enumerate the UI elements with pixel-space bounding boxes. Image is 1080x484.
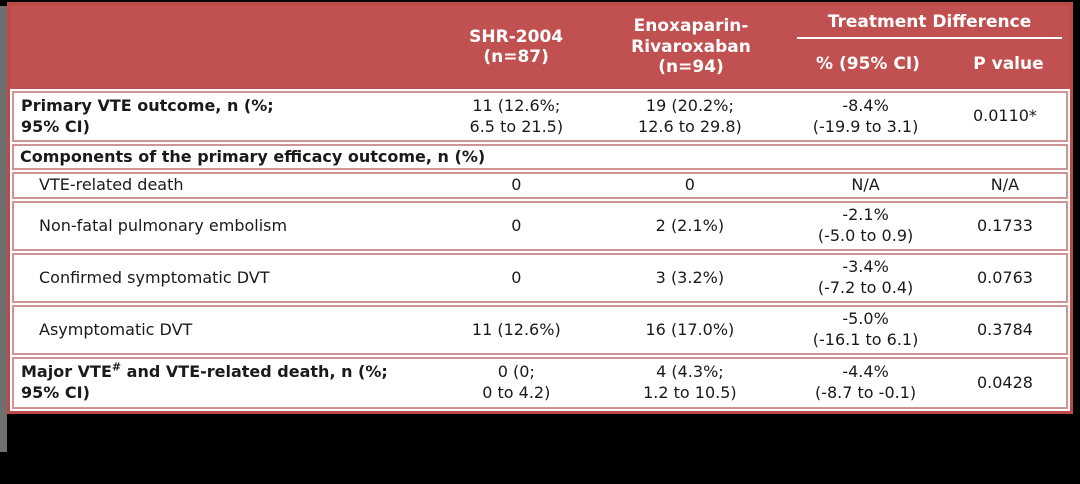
value-shr2004: 11 (12.6%; 6.5 to 21.5)	[469, 96, 564, 136]
header-p-value: P value	[973, 54, 1044, 74]
row-label: VTE-related death	[39, 175, 184, 195]
value-enoxaparin-rivaroxaban: 3 (3.2%)	[655, 267, 725, 287]
row-label: Non-fatal pulmonary embolism	[39, 215, 288, 235]
efficacy-outcomes-table: SHR-2004 (n=87) Enoxaparin- Rivaroxaban …	[7, 2, 1073, 414]
value-treatment-difference: -5.0% (-16.1 to 6.1)	[812, 309, 919, 349]
value-enoxaparin-rivaroxaban: 0	[684, 175, 695, 195]
value-shr2004: 0	[511, 175, 522, 195]
value-treatment-difference: -2.1% (-5.0 to 0.9)	[817, 205, 914, 245]
row-label: Confirmed symptomatic DVT	[39, 267, 270, 287]
header-empty-cell	[10, 5, 439, 89]
table-row-confirmed-symptomatic-dvt: Confirmed symptomatic DVT 0 3 (3.2%) -3.…	[12, 252, 1068, 303]
value-p-value: 0.1733	[976, 215, 1033, 235]
value-enoxaparin-rivaroxaban: 2 (2.1%)	[655, 215, 725, 235]
header-treatment-difference-title: Treatment Difference	[797, 5, 1062, 40]
table-row-major-vte-and-vte-related-death: Major VTE# and VTE-related death, n (%; …	[12, 356, 1068, 409]
row-label: Major VTE# and VTE-related death, n (%; …	[14, 361, 440, 404]
value-treatment-difference: -4.4% (-8.7 to -0.1)	[814, 362, 917, 402]
row-label-text: Major VTE	[21, 362, 112, 382]
table-row-vte-related-death: VTE-related death 0 0 N/A N/A	[12, 172, 1068, 199]
value-p-value: 0.0763	[976, 267, 1033, 287]
value-shr2004: 0	[511, 215, 522, 235]
header-treatment-difference-subrow: % (95% CI) P value	[789, 39, 1070, 89]
header-arm-enoxaparin-rivaroxaban: Enoxaparin- Rivaroxaban (n=94)	[631, 16, 751, 78]
value-p-value: 0.3784	[976, 319, 1033, 339]
value-enoxaparin-rivaroxaban: 16 (17.0%)	[645, 319, 735, 339]
value-shr2004: 11 (12.6%)	[471, 319, 561, 339]
value-p-value: 0.0428	[976, 372, 1033, 392]
row-label: Primary VTE outcome, n (%; 95% CI)	[21, 96, 274, 136]
table-body: Primary VTE outcome, n (%; 95% CI) 11 (1…	[10, 89, 1070, 411]
value-p-value: N/A	[990, 175, 1020, 195]
value-treatment-difference: -3.4% (-7.2 to 0.4)	[817, 257, 914, 297]
row-label-text: and VTE-related death, n (%; 95% CI)	[21, 362, 388, 402]
section-header-label: Components of the primary efficacy outco…	[20, 147, 486, 166]
table-row-asymptomatic-dvt: Asymptomatic DVT 11 (12.6%) 16 (17.0%) -…	[12, 304, 1068, 355]
header-treatment-difference-group: Treatment Difference % (95% CI) P value	[789, 5, 1070, 89]
header-percent-ci: % (95% CI)	[816, 54, 920, 74]
footnote-marker: #	[111, 361, 122, 375]
value-treatment-difference: -8.4% (-19.9 to 3.1)	[812, 96, 919, 136]
table-header-row: SHR-2004 (n=87) Enoxaparin- Rivaroxaban …	[10, 5, 1070, 89]
value-enoxaparin-rivaroxaban: 19 (20.2%; 12.6 to 29.8)	[638, 96, 742, 136]
row-label: Asymptomatic DVT	[39, 319, 193, 339]
header-arm-shr2004: SHR-2004 (n=87)	[469, 26, 564, 67]
value-treatment-difference: N/A	[851, 175, 880, 195]
value-enoxaparin-rivaroxaban: 4 (4.3%; 1.2 to 10.5)	[643, 362, 737, 402]
value-shr2004: 0 (0; 0 to 4.2)	[482, 362, 551, 402]
table-row-components-section: Components of the primary efficacy outco…	[12, 144, 1068, 171]
value-p-value: 0.0110*	[972, 106, 1037, 126]
table-row-non-fatal-pulmonary-embolism: Non-fatal pulmonary embolism 0 2 (2.1%) …	[12, 200, 1068, 251]
table-row-primary-vte-outcome: Primary VTE outcome, n (%; 95% CI) 11 (1…	[12, 91, 1068, 142]
value-shr2004: 0	[511, 267, 522, 287]
left-edge-strip	[0, 6, 7, 452]
